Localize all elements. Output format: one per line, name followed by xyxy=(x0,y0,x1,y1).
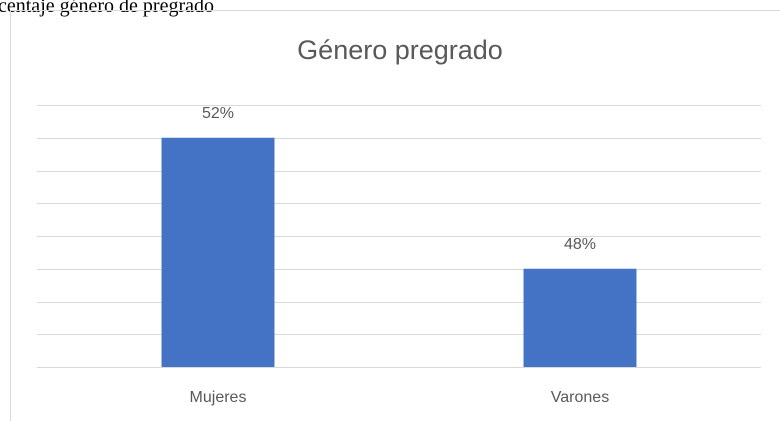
x-tick-label: Varones xyxy=(551,389,609,406)
data-label: 52% xyxy=(202,105,234,122)
caption: centaje género de pregrado xyxy=(0,0,214,17)
bar xyxy=(161,137,275,367)
data-label: 48% xyxy=(564,236,596,253)
x-tick-label: Mujeres xyxy=(190,389,247,406)
bar xyxy=(523,268,637,367)
chart-title: Género pregrado xyxy=(297,35,503,65)
